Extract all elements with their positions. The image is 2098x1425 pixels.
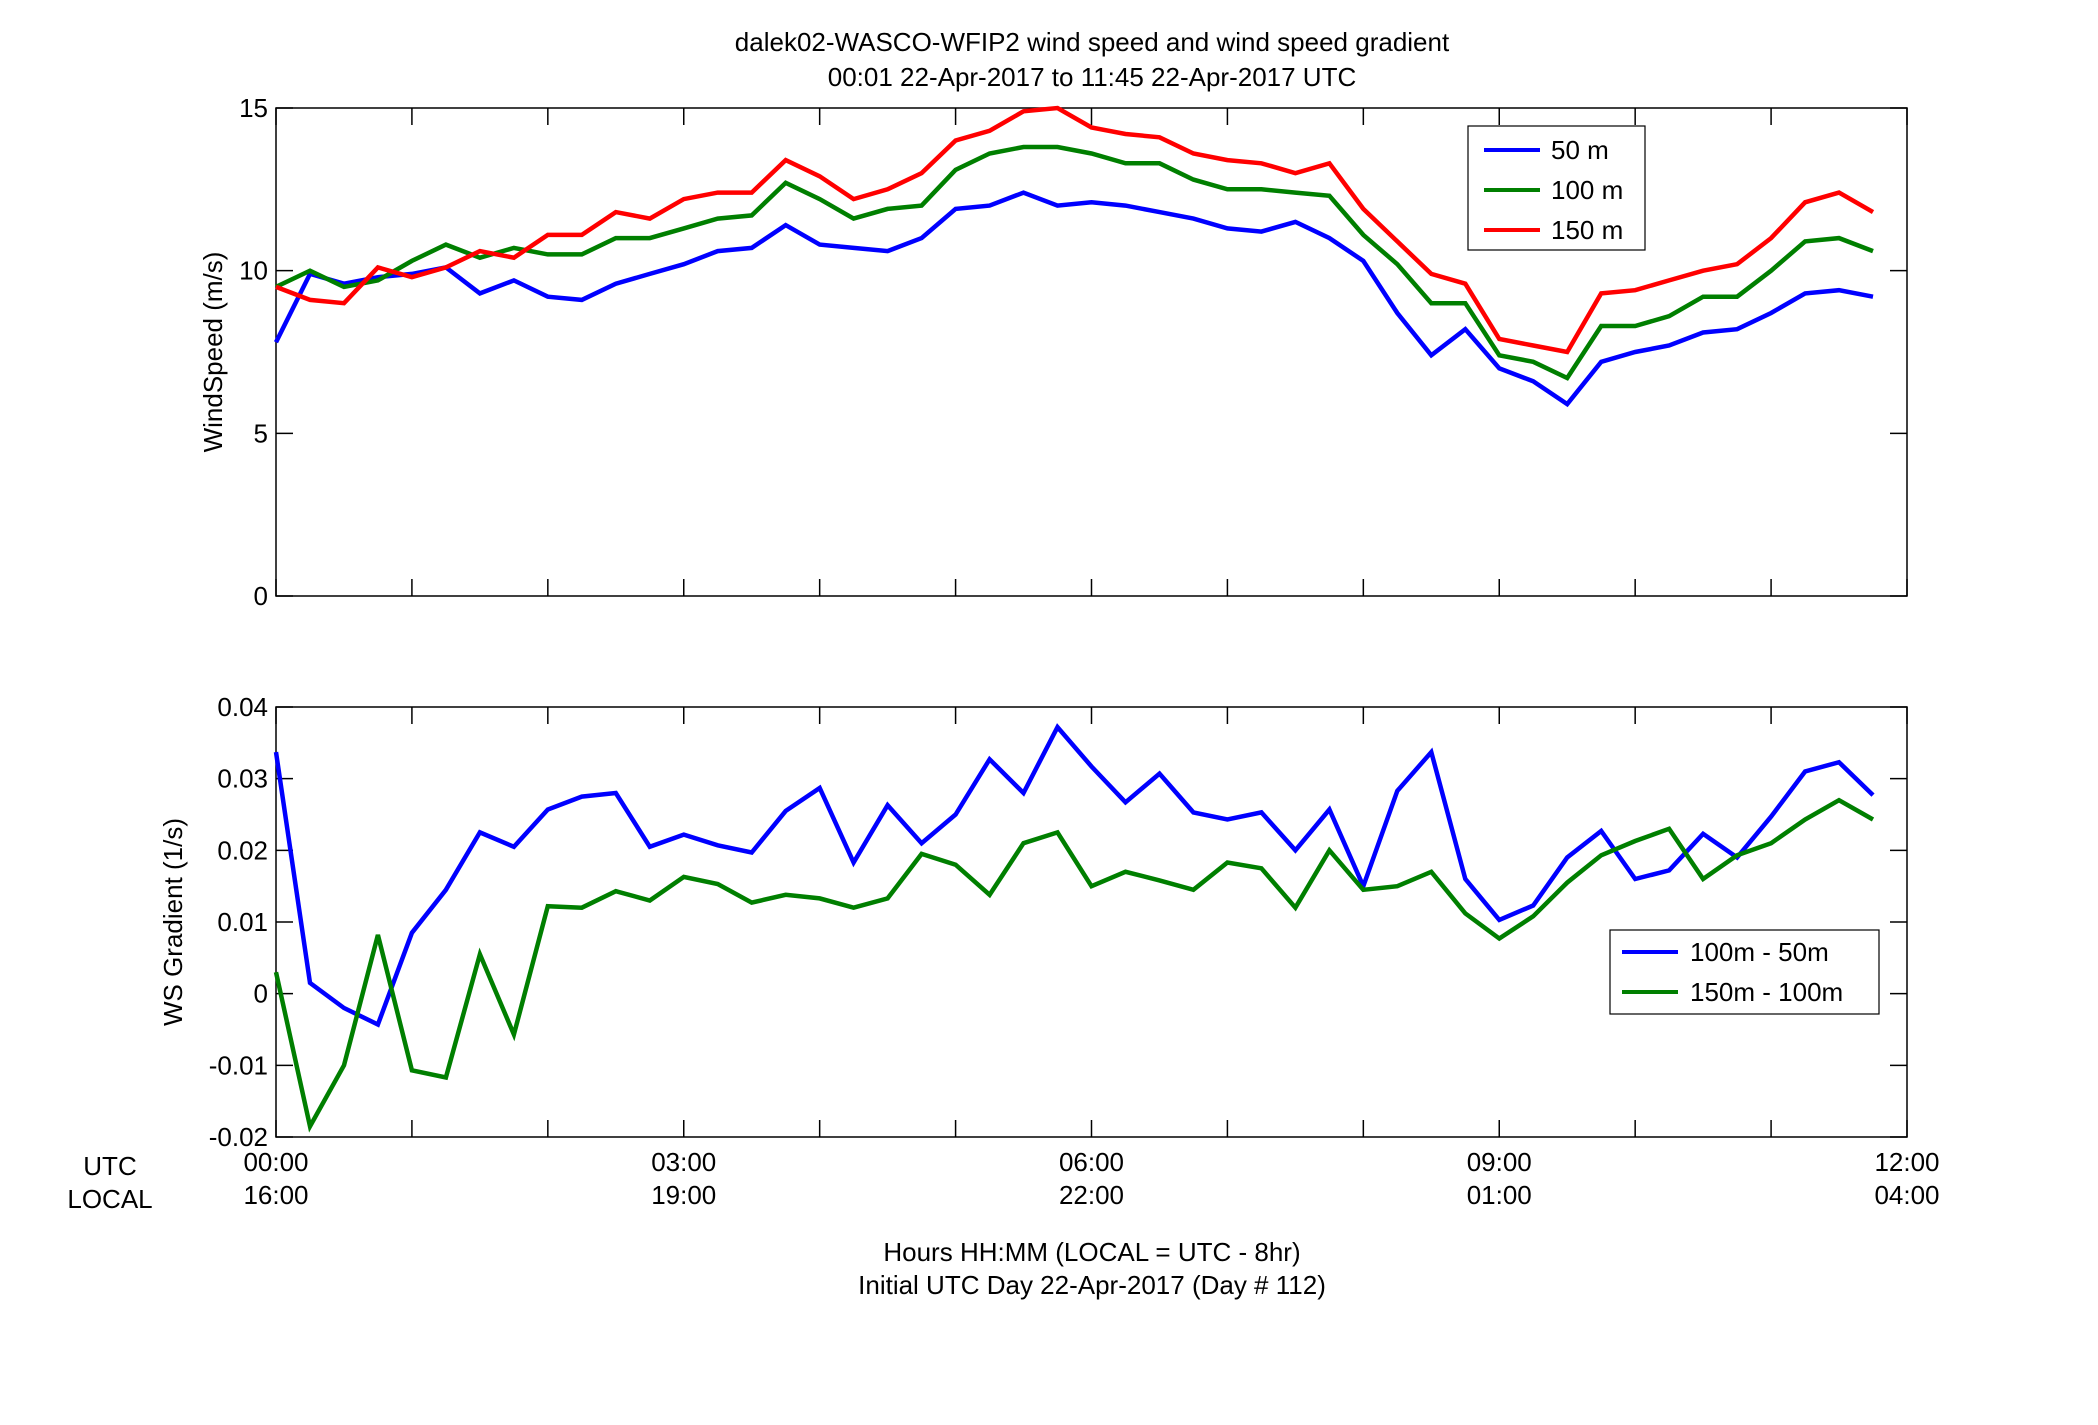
- gradient-ytick-label: -0.01: [209, 1050, 268, 1080]
- gradient-legend: 100m - 50m 150m - 100m: [1609, 929, 1880, 1015]
- legend-label-150m-100m: 150m - 100m: [1690, 977, 1843, 1007]
- wind-speed-series-150-m: [275, 105, 1875, 355]
- wind-speed-series-100-m: [275, 144, 1874, 381]
- row-label-utc: UTC: [83, 1151, 136, 1181]
- gradient-ytick-label: 0.01: [217, 907, 268, 937]
- gradient-axes: -0.02 -0.01 0 0.01 0.02 0.03 0.04 WS Gradient …: [158, 692, 1908, 1152]
- wind-speed-series: [273, 105, 1875, 408]
- chart-title-line1: dalek02-WASCO-WFIP2 wind speed and wind …: [735, 27, 1450, 57]
- wind-speed-ytick-label: 0: [254, 581, 268, 611]
- gradient-series-150m-100m: [273, 797, 1875, 1133]
- wind-speed-axes: 0 5 10 15 WindSpeed (m/s) 50 m 100 m 150 m: [198, 93, 1908, 611]
- row-label-local: LOCAL: [67, 1184, 152, 1214]
- legend-label-100m-50m: 100m - 50m: [1690, 937, 1829, 967]
- legend-label-150m: 150 m: [1551, 215, 1623, 245]
- gradient-ytick-label: 0.03: [217, 764, 268, 794]
- wind-speed-series-50-m: [273, 190, 1874, 408]
- legend-label-50m: 50 m: [1551, 135, 1609, 165]
- gradient-ytick-label: 0.04: [217, 692, 268, 722]
- gradient-ytick-label: -0.02: [209, 1122, 268, 1152]
- x-tick-label-local: 01:00: [1467, 1180, 1532, 1210]
- gradient-legend-box: [1609, 929, 1880, 1015]
- x-tick-label-local: 04:00: [1874, 1180, 1939, 1210]
- x-tick-label-local: 16:00: [243, 1180, 308, 1210]
- wind-speed-legend: 50 m 100 m 150 m: [1467, 125, 1646, 251]
- wind-speed-ytick-label: 10: [239, 256, 268, 286]
- wind-speed-ytick-label: 15: [239, 93, 268, 123]
- gradient-ytick-label: 0: [254, 979, 268, 1009]
- x-tick-label-utc: 06:00: [1059, 1147, 1124, 1177]
- gradient-ylabel: WS Gradient (1/s): [158, 818, 188, 1026]
- x-axis-label-line1: Hours HH:MM (LOCAL = UTC - 8hr): [883, 1237, 1300, 1267]
- x-axis-label-line2: Initial UTC Day 22-Apr-2017 (Day # 112): [858, 1270, 1326, 1300]
- gradient-ytick-label: 0.02: [217, 835, 268, 865]
- x-tick-label-utc: 00:00: [243, 1147, 308, 1177]
- x-tick-label-utc: 12:00: [1874, 1147, 1939, 1177]
- gradient-series-100m-50m: [273, 723, 1875, 1028]
- wind-speed-ytick-label: 5: [254, 418, 268, 448]
- wind-speed-ylabel: WindSpeed (m/s): [198, 252, 228, 453]
- x-tick-label-local: 19:00: [651, 1180, 716, 1210]
- gradient-ticks: -0.02 -0.01 0 0.01 0.02 0.03 0.04: [209, 692, 1908, 1152]
- gradient-series: [273, 723, 1875, 1133]
- x-tick-label-utc: 03:00: [651, 1147, 716, 1177]
- chart-title-line2: 00:01 22-Apr-2017 to 11:45 22-Apr-2017 U…: [828, 62, 1357, 92]
- legend-label-100m: 100 m: [1551, 175, 1623, 205]
- wind-speed-ticks: 0 5 10 15: [239, 93, 1908, 611]
- x-tick-label-local: 22:00: [1059, 1180, 1124, 1210]
- x-tick-label-utc: 09:00: [1467, 1147, 1532, 1177]
